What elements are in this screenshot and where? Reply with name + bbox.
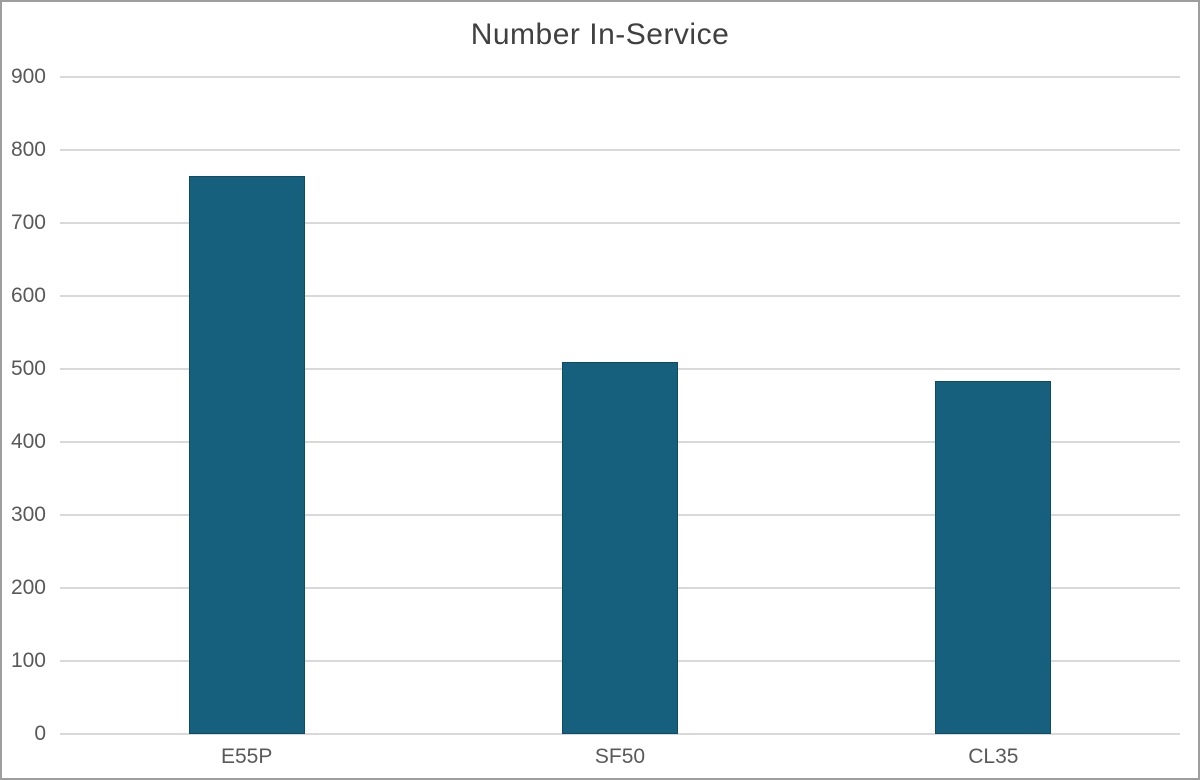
gridline bbox=[60, 295, 1180, 297]
y-axis-tick-label: 800 bbox=[10, 138, 46, 161]
y-axis-tick-label: 500 bbox=[10, 357, 46, 380]
x-axis-tick-label: SF50 bbox=[594, 745, 646, 768]
bar-sf50[interactable] bbox=[562, 362, 678, 734]
y-axis-tick-label: 100 bbox=[10, 649, 46, 672]
y-axis-tick-label: 600 bbox=[10, 284, 46, 307]
gridline bbox=[60, 733, 1180, 735]
y-axis-tick-label: 200 bbox=[10, 576, 46, 599]
bar-cl35[interactable] bbox=[935, 381, 1052, 734]
bar-e55p[interactable] bbox=[188, 175, 305, 734]
y-axis-tick-label: 700 bbox=[10, 211, 46, 234]
gridline bbox=[60, 222, 1180, 224]
y-axis-tick-label: 900 bbox=[10, 65, 46, 88]
x-axis-tick-label: E55P bbox=[220, 745, 273, 768]
x-axis-tick-label: CL35 bbox=[968, 745, 1019, 768]
gridline bbox=[60, 76, 1180, 78]
y-axis-tick-label: 0 bbox=[34, 722, 46, 745]
gridline bbox=[60, 149, 1180, 151]
chart-title: Number In-Service bbox=[470, 18, 730, 51]
y-axis-tick-label: 300 bbox=[10, 503, 46, 526]
y-axis-tick-label: 400 bbox=[10, 430, 46, 453]
